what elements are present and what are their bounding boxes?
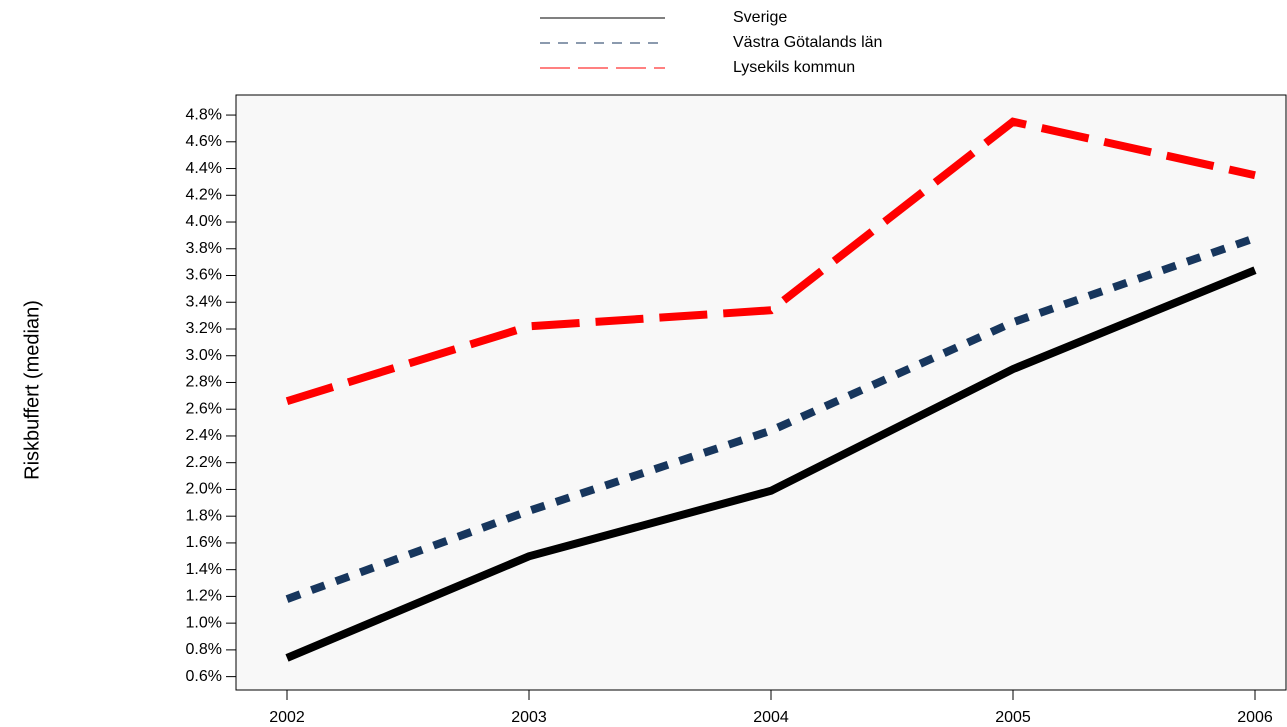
x-tick-label: 2006 bbox=[1237, 709, 1273, 726]
y-tick-label: 2.0% bbox=[186, 481, 222, 498]
y-tick-label: 2.4% bbox=[186, 427, 222, 444]
y-tick-label: 1.6% bbox=[186, 534, 222, 551]
y-tick-label: 4.4% bbox=[186, 160, 222, 177]
y-tick-label: 3.0% bbox=[186, 347, 222, 364]
legend-label: Västra Götalands län bbox=[733, 34, 882, 51]
legend-label: Lysekils kommun bbox=[733, 59, 855, 76]
y-tick-label: 3.6% bbox=[186, 267, 222, 284]
series-line bbox=[285, 117, 1256, 406]
y-tick-label: 3.2% bbox=[186, 320, 222, 337]
plot-area bbox=[235, 94, 1287, 691]
y-tick-label: 3.8% bbox=[186, 240, 222, 257]
y-tick-label: 4.2% bbox=[186, 186, 222, 203]
y-tick-label: 1.2% bbox=[186, 588, 222, 605]
y-tick-label: 2.2% bbox=[186, 454, 222, 471]
series-line bbox=[285, 266, 1257, 662]
y-tick-label: 4.0% bbox=[186, 213, 222, 230]
y-tick-label: 4.6% bbox=[186, 133, 222, 150]
series-line bbox=[285, 234, 1257, 603]
legend-label: Sverige bbox=[733, 9, 787, 26]
y-tick-label: 0.6% bbox=[186, 668, 222, 685]
y-tick-label: 0.8% bbox=[186, 641, 222, 658]
x-tick-label: 2004 bbox=[753, 709, 789, 726]
y-tick-label: 1.0% bbox=[186, 614, 222, 631]
y-tick-label: 3.4% bbox=[186, 293, 222, 310]
y-tick-label: 1.8% bbox=[186, 507, 222, 524]
y-tick-label: 1.4% bbox=[186, 561, 222, 578]
y-axis-label: Riskbuffert (median) bbox=[21, 300, 43, 480]
y-tick-label: 2.6% bbox=[186, 400, 222, 417]
x-tick-label: 2002 bbox=[269, 709, 305, 726]
x-tick-label: 2003 bbox=[511, 709, 547, 726]
x-tick-label: 2005 bbox=[995, 709, 1031, 726]
y-tick-label: 2.8% bbox=[186, 374, 222, 391]
y-tick-label: 4.8% bbox=[186, 106, 222, 123]
